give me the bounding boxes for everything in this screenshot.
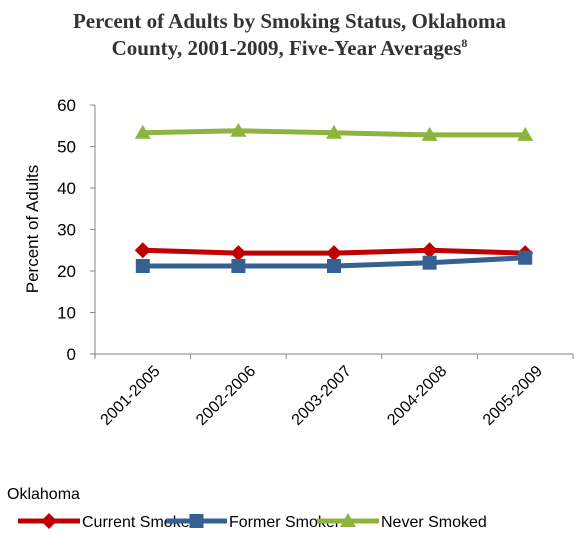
x-tick-label: 2003-2007	[289, 363, 355, 429]
data-point-former-smoker	[518, 250, 533, 265]
y-tick-label: 10	[57, 304, 76, 323]
legend-title: Oklahoma	[7, 486, 80, 503]
legend: Current Smoker Former Smoker Never Smoked	[18, 513, 487, 531]
x-tick-label: 2001-2005	[98, 363, 164, 429]
chart-title-line1: Percent of Adults by Smoking Status, Okl…	[72, 9, 507, 33]
chart-title: Percent of Adults by Smoking Status, Okl…	[0, 8, 579, 62]
y-tick-label: 30	[57, 221, 76, 240]
y-tick-label: 50	[57, 138, 76, 157]
x-tick-label: 2005-2009	[480, 363, 546, 429]
data-point-never-smoked	[517, 126, 534, 141]
data-point-current-smoker	[326, 245, 342, 262]
data-point-current-smoker	[230, 245, 247, 262]
legend-marker-former-smoker	[189, 514, 204, 528]
data-point-former-smoker	[422, 255, 437, 270]
data-point-former-smoker	[135, 259, 150, 274]
axes: 0 10 20 30 40 50 60 2001-2005 2002-2006 2003-2007…	[57, 96, 574, 429]
data-point-current-smoker	[421, 242, 438, 259]
y-axis-label: Percent of Adults	[23, 165, 42, 294]
legend-label-current-smoker: Current Smoker	[82, 514, 196, 531]
x-tick-label: 2002-2006	[193, 363, 259, 429]
data-point-never-smoked	[134, 124, 151, 139]
legend-marker-never-smoked	[340, 513, 356, 527]
title-footnote: 8	[461, 36, 468, 50]
legend-label-former-smoker: Former Smoker	[229, 514, 341, 531]
y-tick-label: 20	[57, 262, 76, 281]
data-point-never-smoked	[230, 122, 247, 137]
y-tick-label: 60	[57, 96, 76, 115]
data-point-never-smoked	[421, 126, 438, 141]
x-tick-label: 2004-2008	[384, 363, 450, 429]
data-point-never-smoked	[326, 124, 342, 139]
data-point-former-smoker	[231, 259, 246, 274]
chart-title-line2: County, 2001-2009, Five-Year Averages	[111, 36, 462, 60]
series-group	[134, 122, 534, 274]
legend-label-never-smoked: Never Smoked	[381, 514, 487, 531]
legend-marker-current-smoker	[41, 513, 57, 529]
data-point-current-smoker	[134, 242, 151, 259]
series-former-smoker	[135, 250, 533, 274]
y-tick-label: 0	[67, 345, 76, 364]
data-point-former-smoker	[327, 259, 341, 274]
y-tick-label: 40	[57, 179, 76, 198]
series-never-smoked	[134, 122, 534, 141]
